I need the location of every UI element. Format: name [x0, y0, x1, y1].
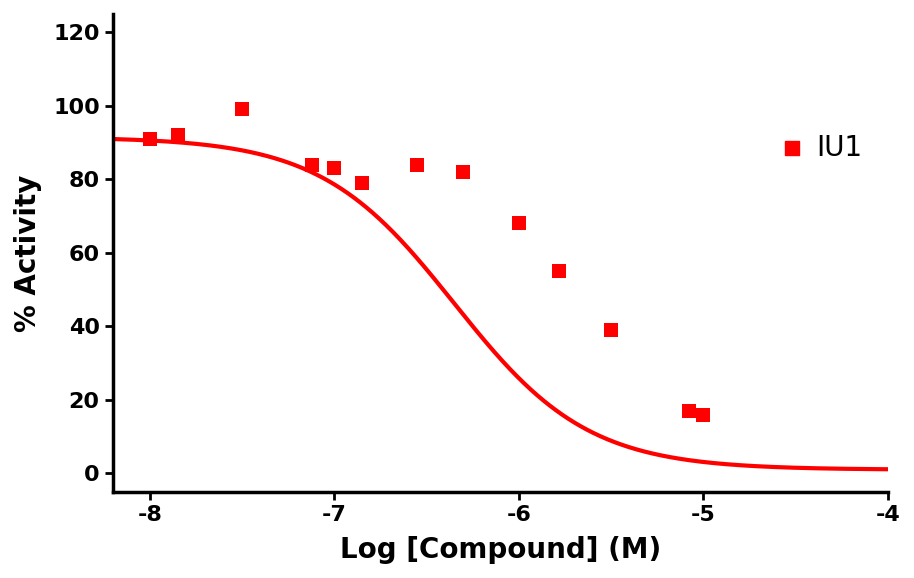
Point [143, 134, 157, 143]
Point [305, 160, 320, 169]
Point [410, 160, 425, 169]
Point [681, 406, 696, 416]
Point [456, 168, 471, 177]
Point [327, 164, 342, 173]
Point [355, 179, 369, 188]
Y-axis label: % Activity: % Activity [14, 174, 42, 332]
Point [604, 325, 619, 335]
Point [512, 219, 526, 228]
Point [552, 266, 567, 276]
X-axis label: Log [Compound] (M): Log [Compound] (M) [340, 536, 661, 564]
Legend: IU1: IU1 [772, 123, 874, 173]
Point [235, 105, 250, 114]
Point [696, 410, 710, 419]
Point [170, 131, 185, 140]
